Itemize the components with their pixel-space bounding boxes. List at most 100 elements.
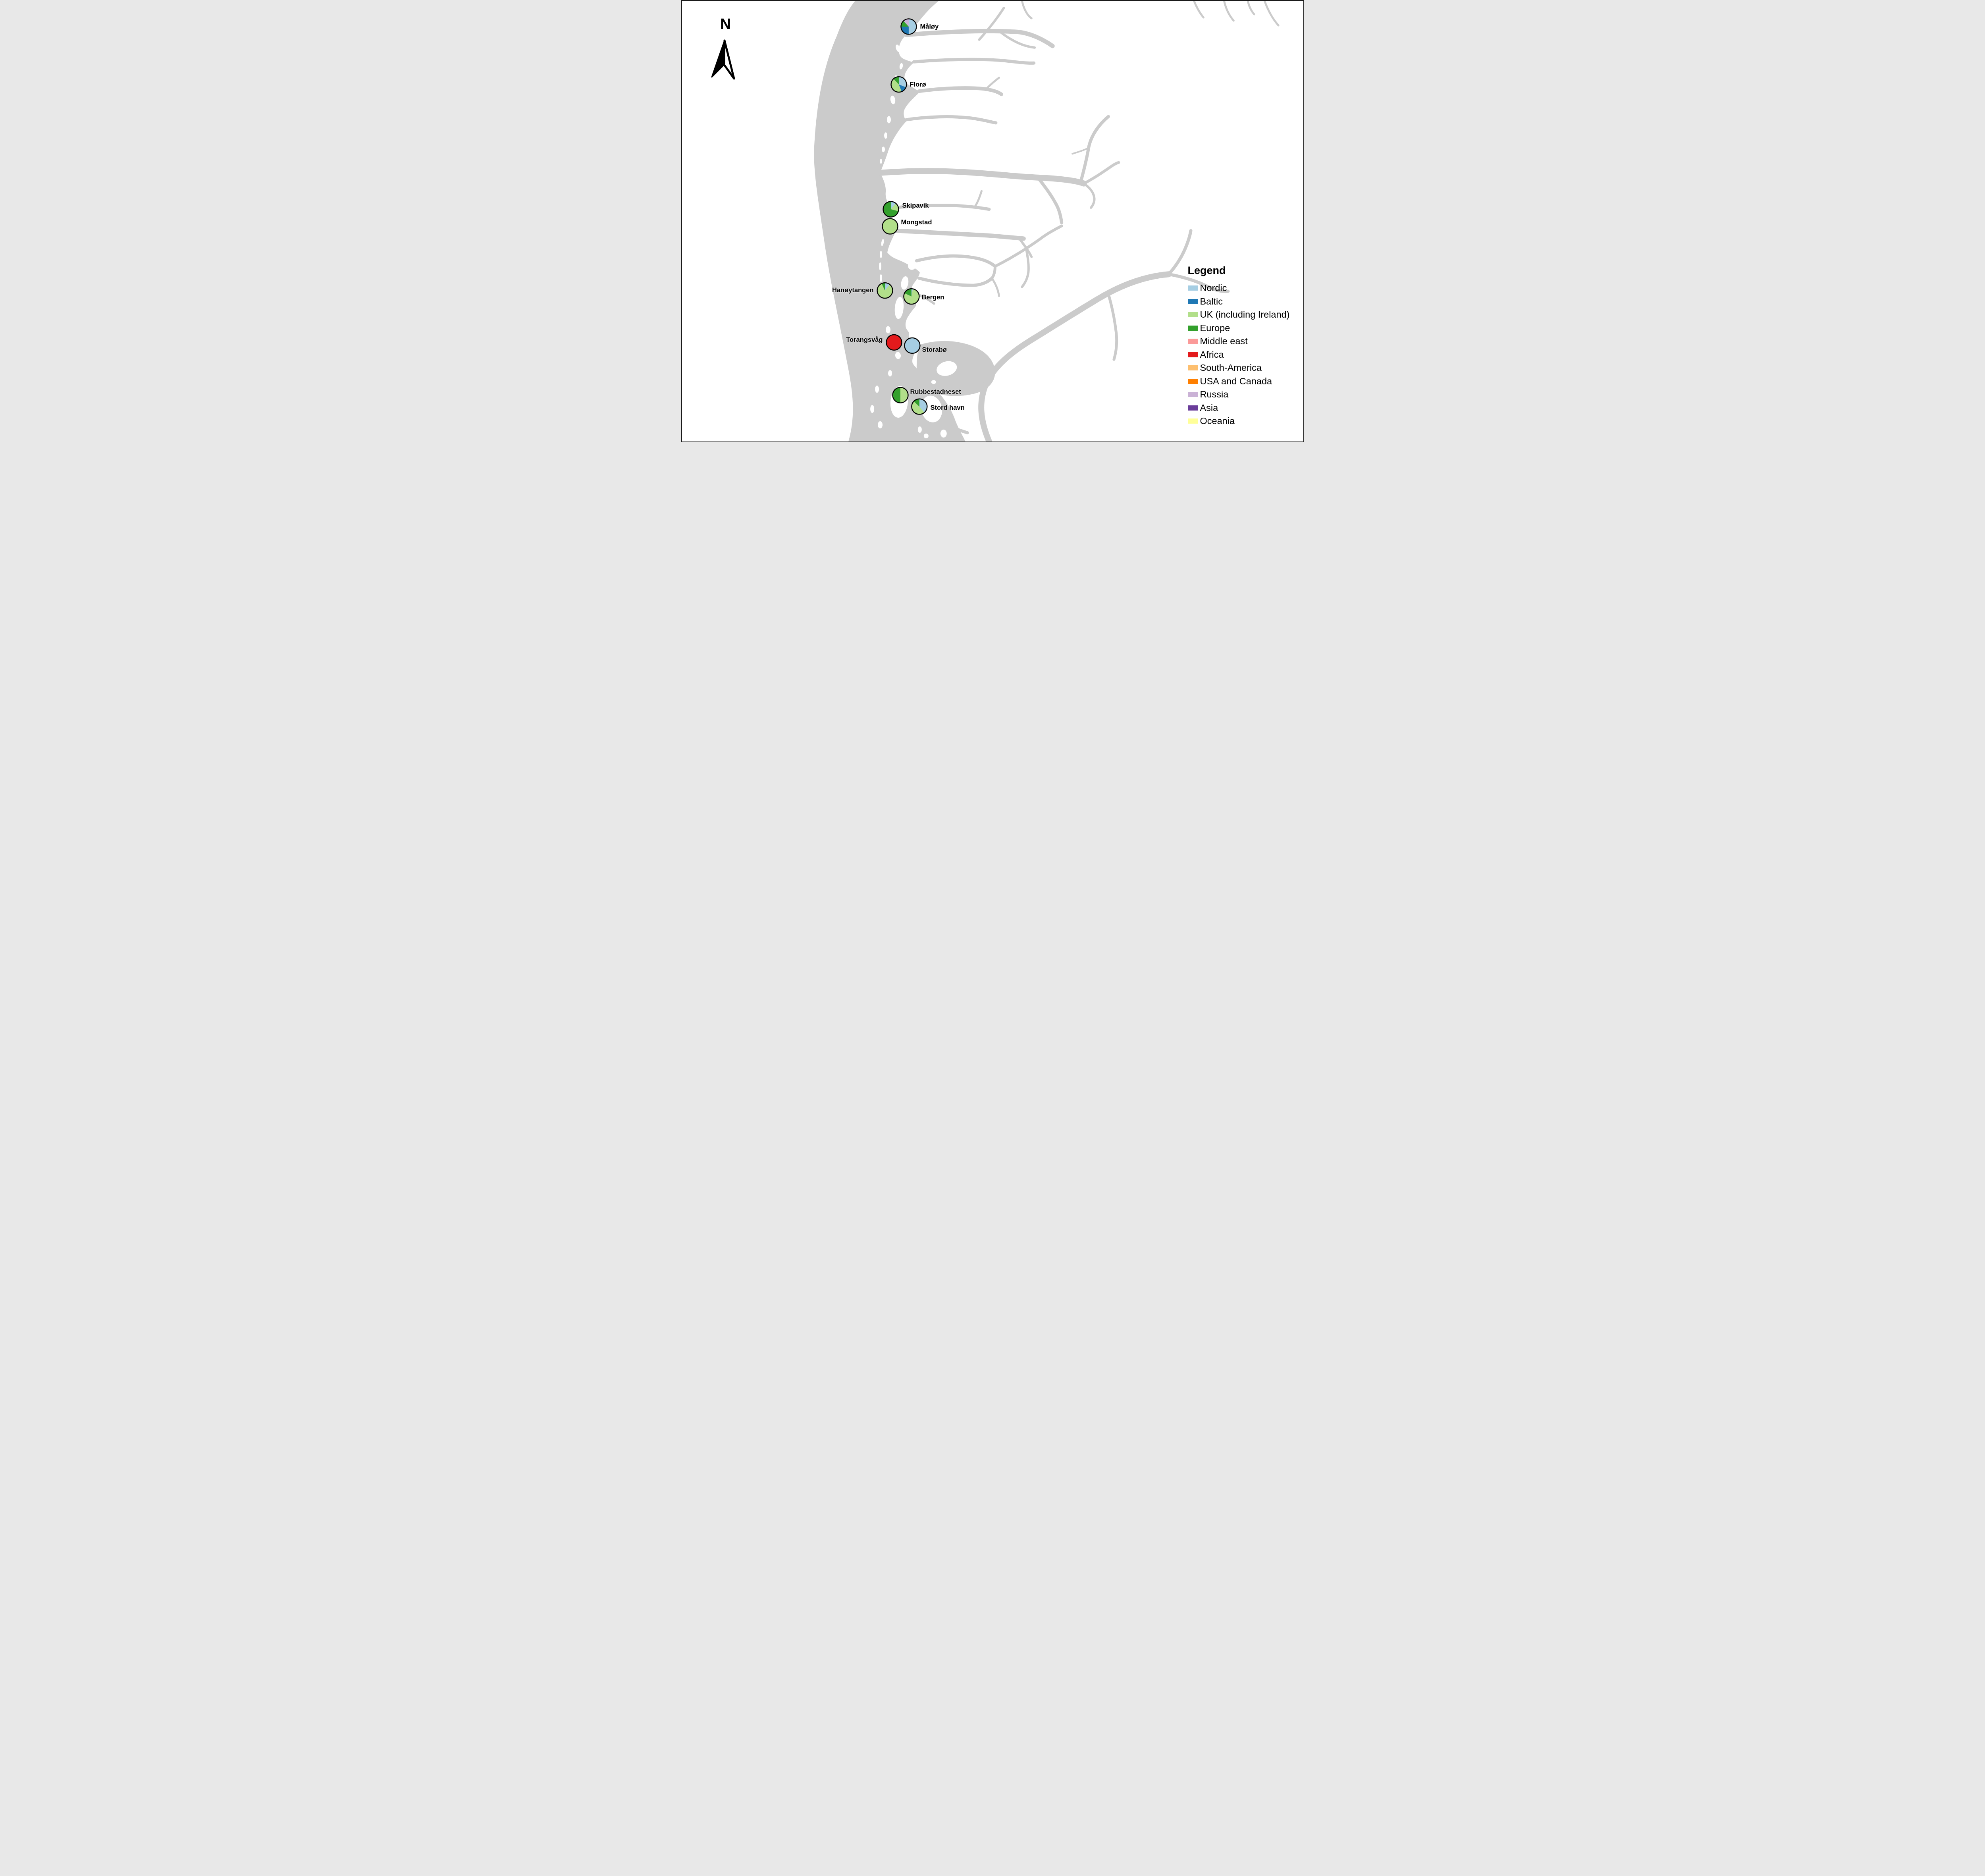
pie-skipavik xyxy=(882,201,899,218)
place-label-rubbestadneset: Rubbestadneset xyxy=(910,388,961,395)
fjord-sognefjord-trunk xyxy=(877,168,1087,187)
pie-segment-europe xyxy=(900,21,909,27)
place-label-torangsv-g: Torangsvåg xyxy=(846,336,883,343)
legend-label: Europe xyxy=(1200,322,1230,333)
pie-chart-layer xyxy=(876,18,928,415)
map-figure: N Måløy Florø Skipavik Mongstad Hanøytangen B… xyxy=(681,0,1304,442)
legend-item-oceania: Oceania xyxy=(1187,415,1301,428)
fjord-nordfjord-branch-north xyxy=(978,7,1005,41)
pie-segment-uk xyxy=(882,218,898,234)
pie-segment-nordic xyxy=(904,337,920,353)
legend-swatch-russia xyxy=(1187,392,1198,397)
legend-item-south_america: South-America xyxy=(1187,361,1301,375)
place-label-flor-: Florø xyxy=(910,81,926,88)
legend-item-list: Nordic Baltic UK (including Ireland) Europe… xyxy=(1187,281,1301,428)
fjord-osterfjord-south xyxy=(917,276,993,287)
fjord-topright-stub-1 xyxy=(1193,1,1204,19)
pie-outline xyxy=(882,201,899,218)
fjord-sogn-south-branch xyxy=(1036,176,1063,224)
place-label-bergen: Bergen xyxy=(921,293,944,301)
fjord-fjaerland-spur xyxy=(1071,147,1089,155)
pie-outline xyxy=(911,398,928,415)
fjord-fordefjord-spur xyxy=(986,77,1000,89)
legend-label: USA and Canada xyxy=(1200,376,1272,386)
legend-item-asia: Asia xyxy=(1187,401,1301,415)
pie-segment-europe xyxy=(893,77,899,85)
pie-segment-uk xyxy=(877,283,892,299)
fjord-bomlafjord xyxy=(934,418,969,434)
coastline-basemap xyxy=(813,1,1280,442)
fjord-osterfjord-north xyxy=(915,254,996,268)
legend-label: Baltic xyxy=(1200,296,1223,307)
pie-segment-europe xyxy=(881,283,885,291)
pie-outline xyxy=(890,76,907,93)
legend-item-uk: UK (including Ireland) xyxy=(1187,308,1301,322)
fjord-topright-stub-3 xyxy=(1247,1,1255,15)
north-arrow: N xyxy=(704,17,748,84)
north-letter: N xyxy=(720,16,731,33)
fjord-hyefjord xyxy=(912,58,1035,65)
top-sound-patch xyxy=(900,1,919,11)
pie-flor- xyxy=(890,76,907,93)
legend-item-russia: Russia xyxy=(1187,388,1301,401)
pie-stord-havn xyxy=(911,398,928,415)
legend-title: Legend xyxy=(1187,264,1226,276)
place-label-mongstad: Mongstad xyxy=(901,218,932,226)
island-layer xyxy=(870,44,973,438)
pie-rubbestadneset xyxy=(892,387,909,403)
north-arrow-glyph xyxy=(711,39,735,80)
legend-label: Russia xyxy=(1200,389,1229,399)
fjord-topright-stub-4 xyxy=(1263,1,1280,27)
pie-han-ytangen xyxy=(876,282,893,299)
legend-swatch-middle_east xyxy=(1187,339,1198,344)
fjord-topright-stub-2 xyxy=(1223,1,1235,22)
legend-item-europe: Europe xyxy=(1187,322,1301,335)
fjord-layer xyxy=(877,1,1280,442)
legend-label: UK (including Ireland) xyxy=(1200,309,1290,320)
fjord-fensfjord xyxy=(893,228,1026,241)
legend-item-baltic: Baltic xyxy=(1187,295,1301,308)
pie-segment-europe xyxy=(883,201,898,217)
pie-segment-uk xyxy=(900,387,908,403)
pie-segment-nordic xyxy=(911,289,913,297)
pie-segment-europe xyxy=(892,387,900,403)
legend-swatch-africa xyxy=(1187,352,1198,357)
legend-label: Asia xyxy=(1200,402,1218,413)
fjord-masfjord-spur xyxy=(974,190,983,207)
legend-swatch-europe xyxy=(1187,325,1198,331)
legend-item-middle_east: Middle east xyxy=(1187,335,1301,348)
place-label-stord-havn: Stord havn xyxy=(930,404,965,411)
pie-outline xyxy=(881,218,898,235)
pie-segment-uk xyxy=(890,79,902,93)
pie-segment-europe xyxy=(913,399,919,407)
legend-swatch-oceania xyxy=(1187,418,1198,424)
fjord-nordfjord xyxy=(904,29,1055,48)
place-label-skipavik: Skipavik xyxy=(902,202,929,209)
pie-outline xyxy=(903,288,920,305)
pie-segment-russia xyxy=(903,19,909,27)
pie-storab- xyxy=(904,337,921,354)
fjord-masfjord xyxy=(892,204,991,211)
pie-segment-uk xyxy=(890,203,898,211)
place-label-storab-: Storabø xyxy=(922,346,947,353)
legend-swatch-usa_canada xyxy=(1187,378,1198,384)
legend-swatch-uk xyxy=(1187,312,1198,318)
fjord-samnanger xyxy=(1020,246,1030,288)
fjord-veafjord-stub xyxy=(991,277,1000,297)
fjord-nordfjord-branch-east xyxy=(997,29,1036,49)
legend-item-nordic: Nordic xyxy=(1187,281,1301,295)
pie-segment-baltic xyxy=(900,26,909,35)
legend: Legend Nordic Baltic UK (including Ireland… xyxy=(1187,264,1301,428)
pie-segment-uk xyxy=(911,401,924,415)
pie-segment-nordic xyxy=(908,19,916,35)
pie-segment-nordic xyxy=(919,399,927,413)
pie-bergen xyxy=(903,288,920,305)
pie-segment-uk xyxy=(903,289,919,305)
fjord-dalsfjord xyxy=(904,115,997,125)
pie-outline xyxy=(885,334,902,351)
fjord-hardanger-east-branch xyxy=(1167,272,1230,293)
legend-label: Oceania xyxy=(1200,416,1235,426)
pie-m-l-y xyxy=(900,18,917,35)
legend-label: Africa xyxy=(1200,349,1224,360)
pie-segment-nordic xyxy=(885,283,890,291)
